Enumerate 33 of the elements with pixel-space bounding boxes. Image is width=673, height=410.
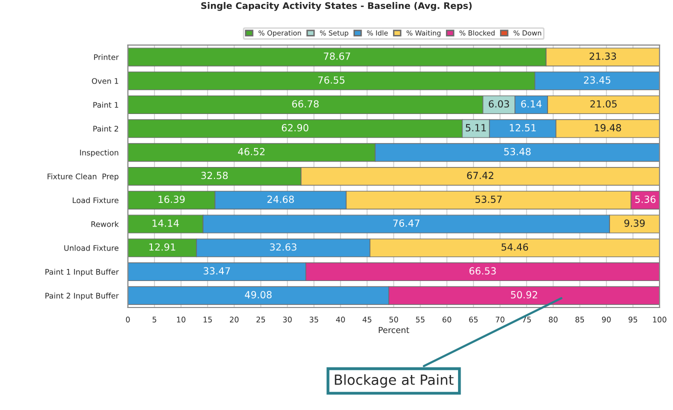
data-label: 67.42 xyxy=(467,172,494,180)
data-label: 21.33 xyxy=(590,52,616,60)
data-label: 21.05 xyxy=(590,100,617,108)
data-label: 12.51 xyxy=(510,124,536,132)
data-label: 6.03 xyxy=(488,100,509,108)
chart-title: Single Capacity Activity States - Baseline (Avg. Reps) xyxy=(201,2,472,11)
data-label: 24.68 xyxy=(267,196,294,203)
data-label: 46.52 xyxy=(238,148,264,156)
data-label: 6.14 xyxy=(521,100,542,108)
data-label: 78.67 xyxy=(324,52,350,60)
data-label: 5.11 xyxy=(466,124,486,132)
data-label: 23.45 xyxy=(584,76,610,84)
data-label: 9.39 xyxy=(624,219,645,227)
data-label: 53.57 xyxy=(475,196,502,203)
data-label: 76.47 xyxy=(393,219,420,227)
data-label: 66.78 xyxy=(292,100,319,108)
data-label: 19.48 xyxy=(594,124,622,132)
text: Blockage at Paint xyxy=(334,374,454,388)
data-label: 32.63 xyxy=(270,243,296,251)
data-label: 54.46 xyxy=(502,243,528,251)
x-axis-title: Percent xyxy=(378,326,410,334)
data-label: 16.39 xyxy=(158,196,185,203)
data-label: 62.90 xyxy=(282,124,308,132)
data-label: 14.14 xyxy=(152,220,179,227)
data-label: 12.91 xyxy=(149,243,176,251)
data-label: 5.36 xyxy=(635,196,656,203)
data-label: 53.48 xyxy=(504,148,531,156)
data-label: 66.53 xyxy=(469,267,496,275)
data-label: 76.55 xyxy=(318,76,344,84)
data-label: 50.92 xyxy=(511,291,538,298)
data-label: 33.47 xyxy=(204,267,230,275)
data-label: 49.08 xyxy=(244,291,272,298)
data-label: 32.58 xyxy=(201,172,228,180)
